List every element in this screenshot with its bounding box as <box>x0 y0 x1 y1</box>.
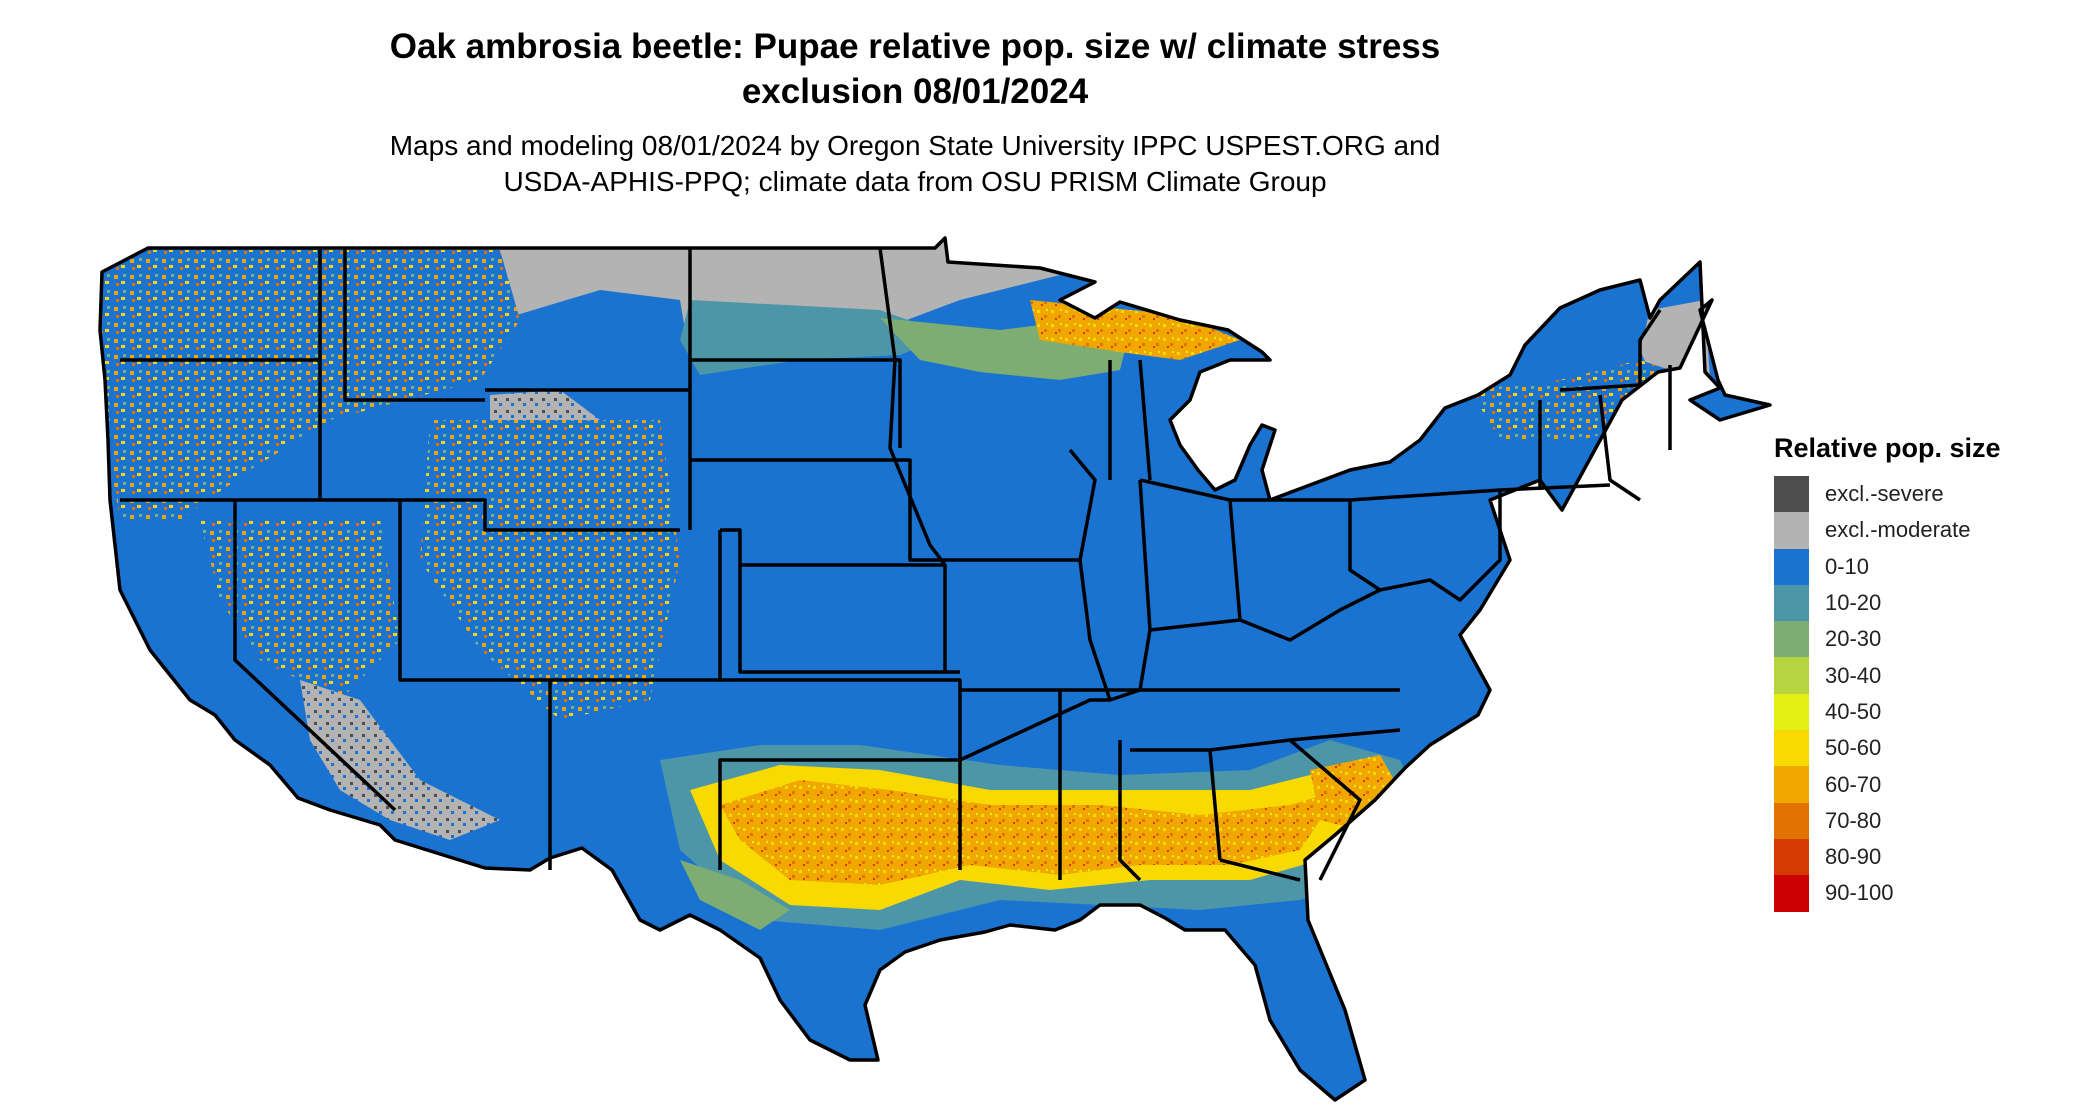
suitability-raster <box>100 240 1710 930</box>
legend-item: 60-70 <box>1774 766 2074 803</box>
legend-swatch <box>1774 730 1809 767</box>
legend-label: 50-60 <box>1825 735 1882 761</box>
legend-item: 50-60 <box>1774 730 2074 767</box>
map-title-line-2: exclusion 08/01/2024 <box>741 72 1089 111</box>
legend-swatch <box>1774 838 1809 876</box>
legend-item: 0-10 <box>1774 548 2074 585</box>
state-borders <box>98 236 1772 1102</box>
legend-swatch <box>1774 621 1809 658</box>
legend-item: excl.-moderate <box>1774 512 2074 549</box>
zone-sw-desert-excl <box>300 680 500 840</box>
map-subtitle-line-1: Maps and modeling 08/01/2024 by Oregon S… <box>389 130 1441 161</box>
legend-item: 20-30 <box>1774 621 2074 658</box>
legend-items: excl.-severe excl.-moderate 0-10 10-20 20-30… <box>1774 476 2074 912</box>
legend-swatch <box>1774 476 1809 513</box>
legend-item: 30-40 <box>1774 657 2074 694</box>
state-lines <box>120 247 1672 882</box>
legend-swatch <box>1774 875 1809 912</box>
legend-label: 80-90 <box>1825 844 1882 870</box>
legend-item: excl.-severe <box>1774 476 2074 513</box>
legend-label: 10-20 <box>1825 590 1882 616</box>
zone-nevada-mixed <box>200 520 400 700</box>
legend-item: 90-100 <box>1774 875 2074 912</box>
legend-label: 70-80 <box>1825 807 1882 833</box>
zone-upper-peninsula-orange <box>1030 300 1240 360</box>
legend-label: 90-100 <box>1825 880 1894 906</box>
legend-title: Relative pop. size <box>1774 433 2001 463</box>
zone-north-excl-moderate <box>320 240 1080 360</box>
legend-label: 60-70 <box>1825 771 1882 797</box>
legend-label: 0-10 <box>1825 553 1870 579</box>
legend-label: 40-50 <box>1825 698 1882 724</box>
legend-swatch <box>1774 584 1809 622</box>
map-title-line-1: Oak ambrosia beetle: Pupae relative pop.… <box>389 27 1441 66</box>
legend-swatch <box>1774 802 1809 839</box>
zone-texas-coast-green <box>680 860 790 930</box>
legend-label: excl.-severe <box>1825 481 1944 507</box>
legend-label: 30-40 <box>1825 662 1882 688</box>
zone-rockies-mixed <box>420 420 680 720</box>
zone-pnw-mixed <box>100 250 520 520</box>
legend-swatch <box>1774 766 1809 803</box>
legend-label: 20-30 <box>1825 626 1882 652</box>
legend-item: 10-20 <box>1774 584 2074 622</box>
legend: Relative pop. size excl.-severe excl.-mod… <box>1774 430 2074 912</box>
zone-south-orange <box>720 780 1340 885</box>
legend-swatch <box>1774 657 1809 694</box>
legend-item: 70-80 <box>1774 802 2074 839</box>
legend-swatch <box>1774 693 1809 731</box>
legend-item: 40-50 <box>1774 693 2074 731</box>
legend-swatch <box>1774 512 1809 549</box>
legend-label: excl.-moderate <box>1825 517 1971 543</box>
map-subtitle-line-2: USDA-APHIS-PPQ; climate data from OSU PR… <box>503 166 1327 197</box>
zone-michigan-green <box>1200 370 1250 410</box>
legend-swatch <box>1774 548 1809 585</box>
legend-item: 80-90 <box>1774 838 2074 876</box>
